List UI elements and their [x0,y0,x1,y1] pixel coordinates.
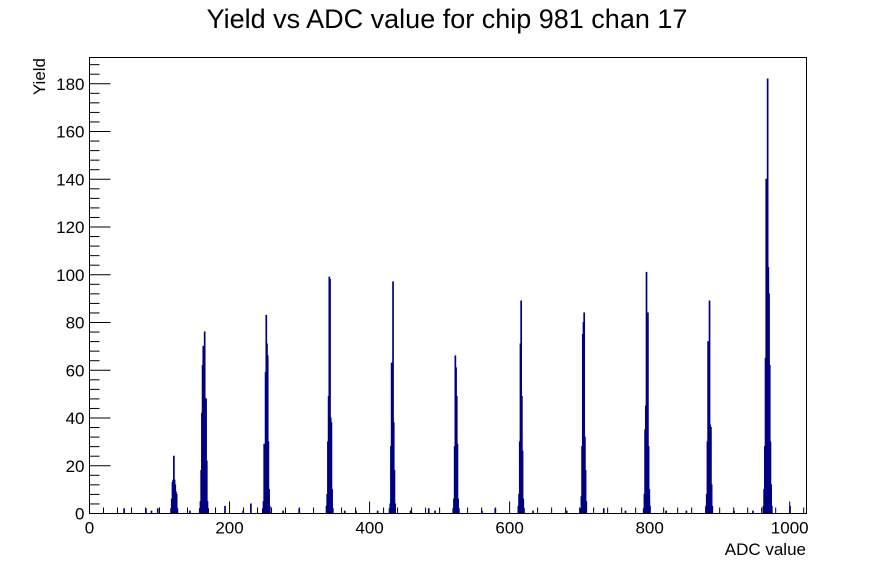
x-tick-label: 0 [85,519,94,538]
y-tick-label: 80 [66,314,85,333]
histogram-bin [189,510,191,514]
histogram-bin [685,510,688,514]
histogram-bin [624,510,627,514]
histogram-bin [457,498,460,514]
x-tick-label: 1000 [771,519,809,538]
histogram-bin [565,510,568,514]
histogram-bin [770,484,772,514]
histogram-bin [665,510,667,514]
histogram-bin [602,508,605,514]
histogram-bin [205,460,208,514]
histogram-bin [522,498,525,514]
histogram-bin [331,489,333,514]
histogram-bin [770,505,773,514]
histogram-bin [708,300,711,514]
histogram-bin [393,470,396,514]
y-tick-label: 0 [75,505,84,524]
x-tick-label: 200 [215,519,243,538]
histogram-bin [330,422,333,514]
histogram-bin [494,508,497,514]
histogram-bin [250,503,252,514]
histogram-bin [175,493,178,514]
y-tick-label: 180 [56,75,84,94]
y-tick-label: 120 [56,218,84,237]
y-tick-label: 100 [56,266,84,285]
histogram-bin [176,508,179,514]
histogram-bin [298,508,301,514]
histogram-bin [532,510,534,514]
histogram-bin [789,505,791,514]
histogram-bin [203,331,206,514]
histogram-bin [331,508,334,514]
histogram-bin [458,508,460,514]
histogram-bin [242,510,245,514]
histogram-bin [394,503,396,514]
histogram-bin [710,427,712,514]
x-axis-label: ADC value [725,540,806,559]
histogram-bin [711,505,714,514]
y-tick-label: 160 [56,123,84,142]
y-axis-label: Yield [30,58,49,95]
histogram-bin [266,355,269,514]
y-tick-label: 20 [66,457,85,476]
chart-title: Yield vs ADC value for chip 981 chan 17 [207,4,688,34]
histogram-bin [150,510,153,514]
histogram-bin [206,501,209,514]
histogram-bin [584,470,587,514]
histogram-bin [427,508,430,514]
histogram-bin [769,441,772,514]
histogram-bin [205,398,207,514]
histogram-bin [456,443,459,514]
histogram-bin [768,364,771,514]
histogram-bin [481,510,483,514]
y-tick-label: 60 [66,361,85,380]
histogram-bin [355,510,357,514]
histogram-layer [123,78,791,514]
histogram-bin [156,508,159,514]
histogram-bin [343,510,346,514]
histogram-bin [207,508,210,514]
histogram-bin [267,441,270,514]
histogram-bin [145,508,147,514]
histogram-bin [434,510,436,514]
histogram-bin [329,279,331,514]
histogram-bin [585,501,588,514]
histogram-bin [268,505,271,514]
tick-layer: 0 200 400 600 800 1000 0 20 40 60 80 100 120 140 160 18… [56,64,809,538]
histogram-bin [392,281,394,514]
histogram-bin [521,450,524,514]
histogram-bin [647,312,649,514]
histogram-bin [392,422,395,514]
histogram-bin [752,510,754,514]
histogram-bin [268,489,270,514]
histogram-bin [647,446,650,514]
histogram-bin [523,508,525,514]
x-tick-label: 400 [355,519,383,538]
histogram-bin [224,505,226,514]
histogram-bin [648,489,651,514]
histogram-bin [649,505,651,514]
histogram-bin [733,510,735,514]
histogram-bin [282,510,284,514]
histogram-bin [583,312,586,514]
x-tick-label: 600 [495,519,523,538]
histogram-bin [376,510,379,514]
y-tick-label: 140 [56,170,84,189]
y-tick-label: 40 [66,409,85,428]
histogram-bin [123,508,126,514]
plot-frame [89,57,807,514]
x-tick-label: 800 [635,519,663,538]
histogram-bin [710,484,713,514]
histogram-bin [409,510,412,514]
